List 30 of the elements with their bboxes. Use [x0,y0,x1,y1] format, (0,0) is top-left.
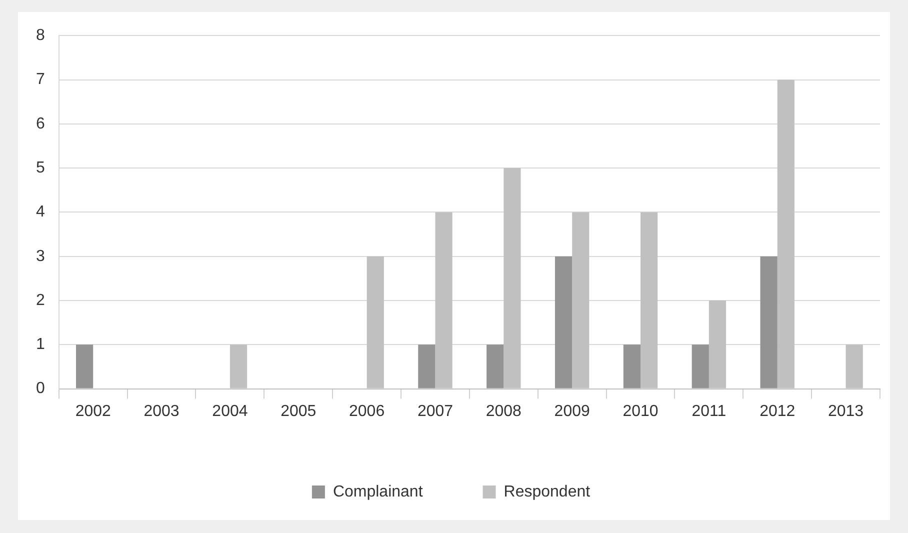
y-tick-label: 6 [36,115,45,132]
x-tick-label: 2013 [828,402,864,420]
y-tick-label: 7 [36,71,45,88]
x-tick-label: 2008 [486,402,522,420]
x-tick-label: 2002 [75,402,112,420]
x-tick-label: 2007 [417,402,454,420]
x-tick-label: 2012 [760,402,796,420]
bar [76,344,94,388]
y-tick-label: 8 [36,27,45,44]
y-tick-label: 1 [36,336,45,354]
y-tick-label: 3 [36,248,45,265]
bar [692,344,709,388]
x-tick-label: 2009 [554,402,590,420]
x-tick-label: 2003 [144,402,180,420]
bar [623,344,641,388]
bar [486,344,504,388]
x-tick-label: 2010 [622,402,658,420]
x-tick-label: 2011 [692,402,726,420]
x-tick-label: 2006 [349,402,385,420]
bar [760,256,778,388]
x-tick-label: 2004 [212,402,248,420]
legend-label: Respondent [504,483,591,500]
bar [418,344,436,388]
y-tick-label: 5 [36,159,45,176]
y-tick-label: 2 [36,292,45,309]
legend-label: Complainant [332,483,424,500]
y-tick-label: 0 [36,380,45,398]
bar [554,256,572,388]
y-tick-label: 4 [36,204,45,221]
x-tick-label: 2005 [280,402,316,420]
